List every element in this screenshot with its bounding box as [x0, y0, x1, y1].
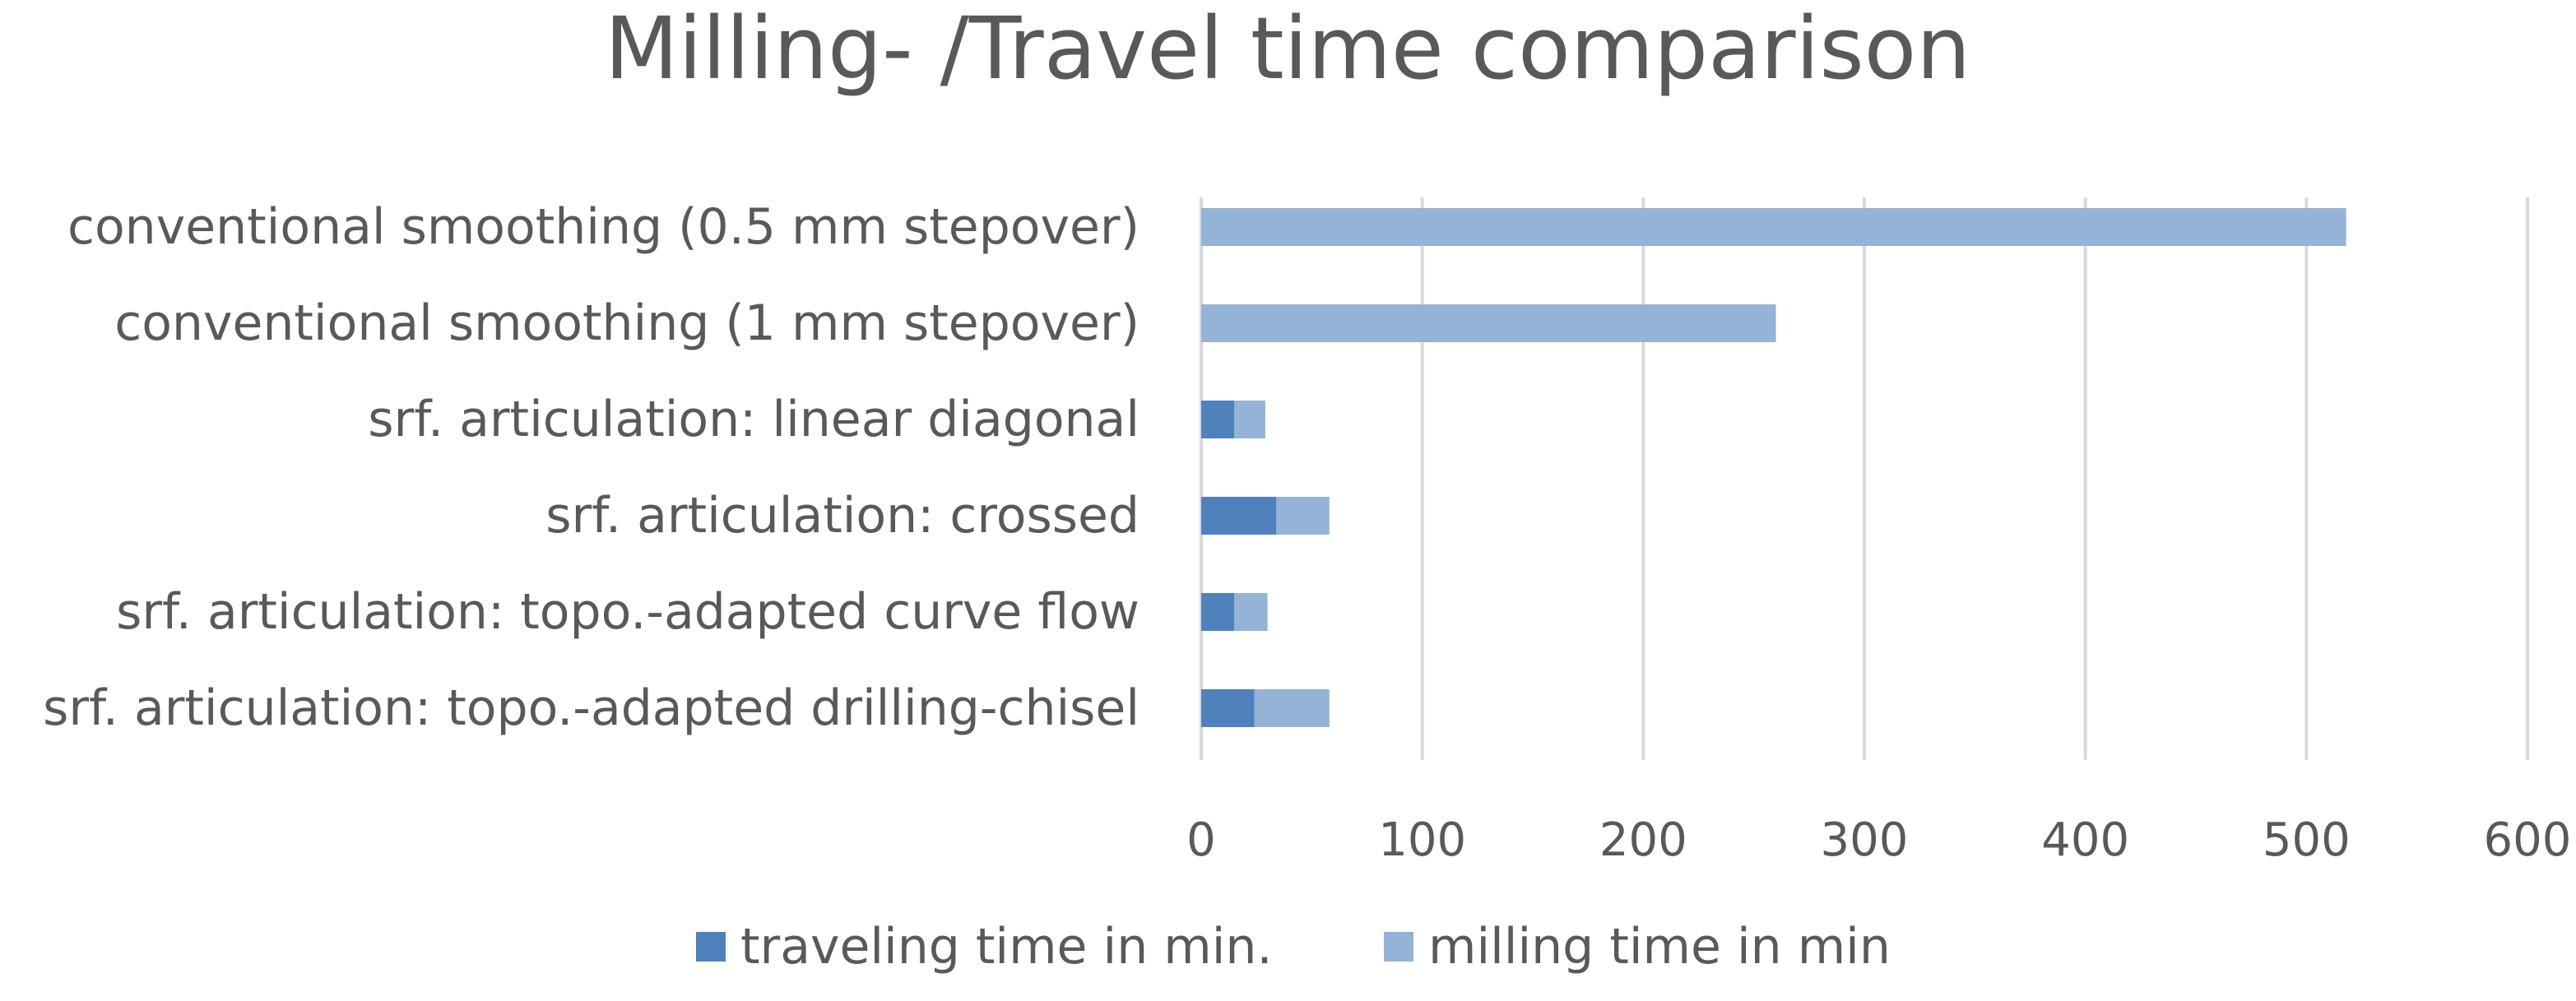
- legend-label: milling time in min: [1428, 918, 1891, 976]
- bar-segment-traveling: [1201, 401, 1235, 438]
- category-label: conventional smoothing (0.5 mm stepover): [67, 198, 1139, 256]
- bar-segment-traveling: [1201, 593, 1235, 631]
- gridlines: [1200, 197, 2529, 760]
- category-labels: conventional smoothing (0.5 mm stepover)…: [43, 198, 1139, 737]
- legend-swatch: [696, 932, 726, 962]
- x-axis-tick-labels: 0 100 200 300 400 500 600: [1186, 813, 2571, 867]
- bar-segment-milling: [1234, 593, 1268, 631]
- legend-label: traveling time in min.: [740, 918, 1273, 976]
- bar-segment-milling: [1254, 689, 1330, 727]
- x-tick-label-100: 100: [1378, 813, 1466, 867]
- x-tick-label-400: 400: [2041, 813, 2129, 867]
- x-tick-label-600: 600: [2484, 813, 2572, 867]
- bar-segment-traveling: [1201, 497, 1277, 535]
- category-label: srf. articulation: topo.-adapted drillin…: [43, 679, 1139, 737]
- x-tick-label-300: 300: [1821, 813, 1909, 867]
- bar-segment-milling: [1201, 208, 2346, 246]
- x-tick-label-0: 0: [1186, 813, 1216, 867]
- x-tick-label-200: 200: [1599, 813, 1687, 867]
- chart-title: Milling- /Travel time comparison: [605, 0, 1970, 99]
- category-label: conventional smoothing (1 mm stepover): [114, 294, 1139, 352]
- bars: [1201, 208, 2346, 727]
- category-label: srf. articulation: linear diagonal: [368, 391, 1139, 448]
- bar-segment-milling: [1276, 497, 1330, 535]
- x-tick-label-500: 500: [2263, 813, 2351, 867]
- category-label: srf. articulation: topo.-adapted curve f…: [116, 583, 1139, 641]
- legend-swatch: [1384, 932, 1413, 962]
- bar-segment-milling: [1201, 304, 1776, 342]
- legend: traveling time in min. milling time in mi…: [696, 918, 1891, 976]
- bar-segment-traveling: [1201, 689, 1255, 727]
- category-label: srf. articulation: crossed: [545, 487, 1139, 545]
- bar-segment-milling: [1234, 401, 1265, 438]
